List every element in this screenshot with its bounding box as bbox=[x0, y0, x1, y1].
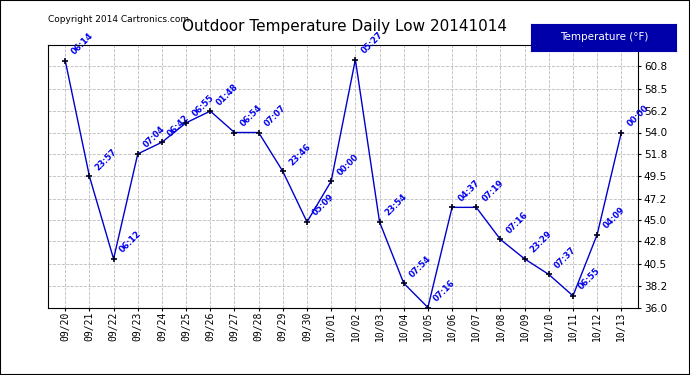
Text: 07:04: 07:04 bbox=[142, 124, 167, 150]
Text: Temperature (°F): Temperature (°F) bbox=[560, 33, 648, 42]
Text: 07:19: 07:19 bbox=[480, 178, 506, 203]
Text: 06:14: 06:14 bbox=[70, 31, 95, 56]
Text: 01:48: 01:48 bbox=[215, 82, 239, 107]
Text: 00:00: 00:00 bbox=[335, 152, 360, 177]
Text: 23:29: 23:29 bbox=[529, 230, 554, 255]
Text: 07:07: 07:07 bbox=[263, 104, 288, 128]
Text: 05:09: 05:09 bbox=[311, 193, 336, 218]
Text: 05:27: 05:27 bbox=[359, 30, 385, 56]
Text: 23:54: 23:54 bbox=[384, 192, 409, 218]
Text: 04:37: 04:37 bbox=[456, 178, 482, 203]
Text: 07:54: 07:54 bbox=[408, 254, 433, 279]
Text: 23:46: 23:46 bbox=[287, 142, 313, 167]
Text: 07:37: 07:37 bbox=[553, 245, 578, 270]
Text: 06:55: 06:55 bbox=[577, 266, 602, 292]
Text: 06:12: 06:12 bbox=[118, 230, 143, 255]
Text: 07:16: 07:16 bbox=[432, 278, 457, 303]
Text: 00:00: 00:00 bbox=[626, 104, 651, 128]
Text: 23:57: 23:57 bbox=[94, 147, 119, 172]
Text: Outdoor Temperature Daily Low 20141014: Outdoor Temperature Daily Low 20141014 bbox=[182, 19, 508, 34]
Text: 06:42: 06:42 bbox=[166, 113, 191, 138]
Text: Copyright 2014 Cartronics.com: Copyright 2014 Cartronics.com bbox=[48, 15, 190, 24]
Text: 04:09: 04:09 bbox=[601, 206, 627, 230]
Text: 06:55: 06:55 bbox=[190, 93, 215, 118]
Text: 06:54: 06:54 bbox=[239, 103, 264, 128]
Text: 07:16: 07:16 bbox=[504, 210, 530, 235]
